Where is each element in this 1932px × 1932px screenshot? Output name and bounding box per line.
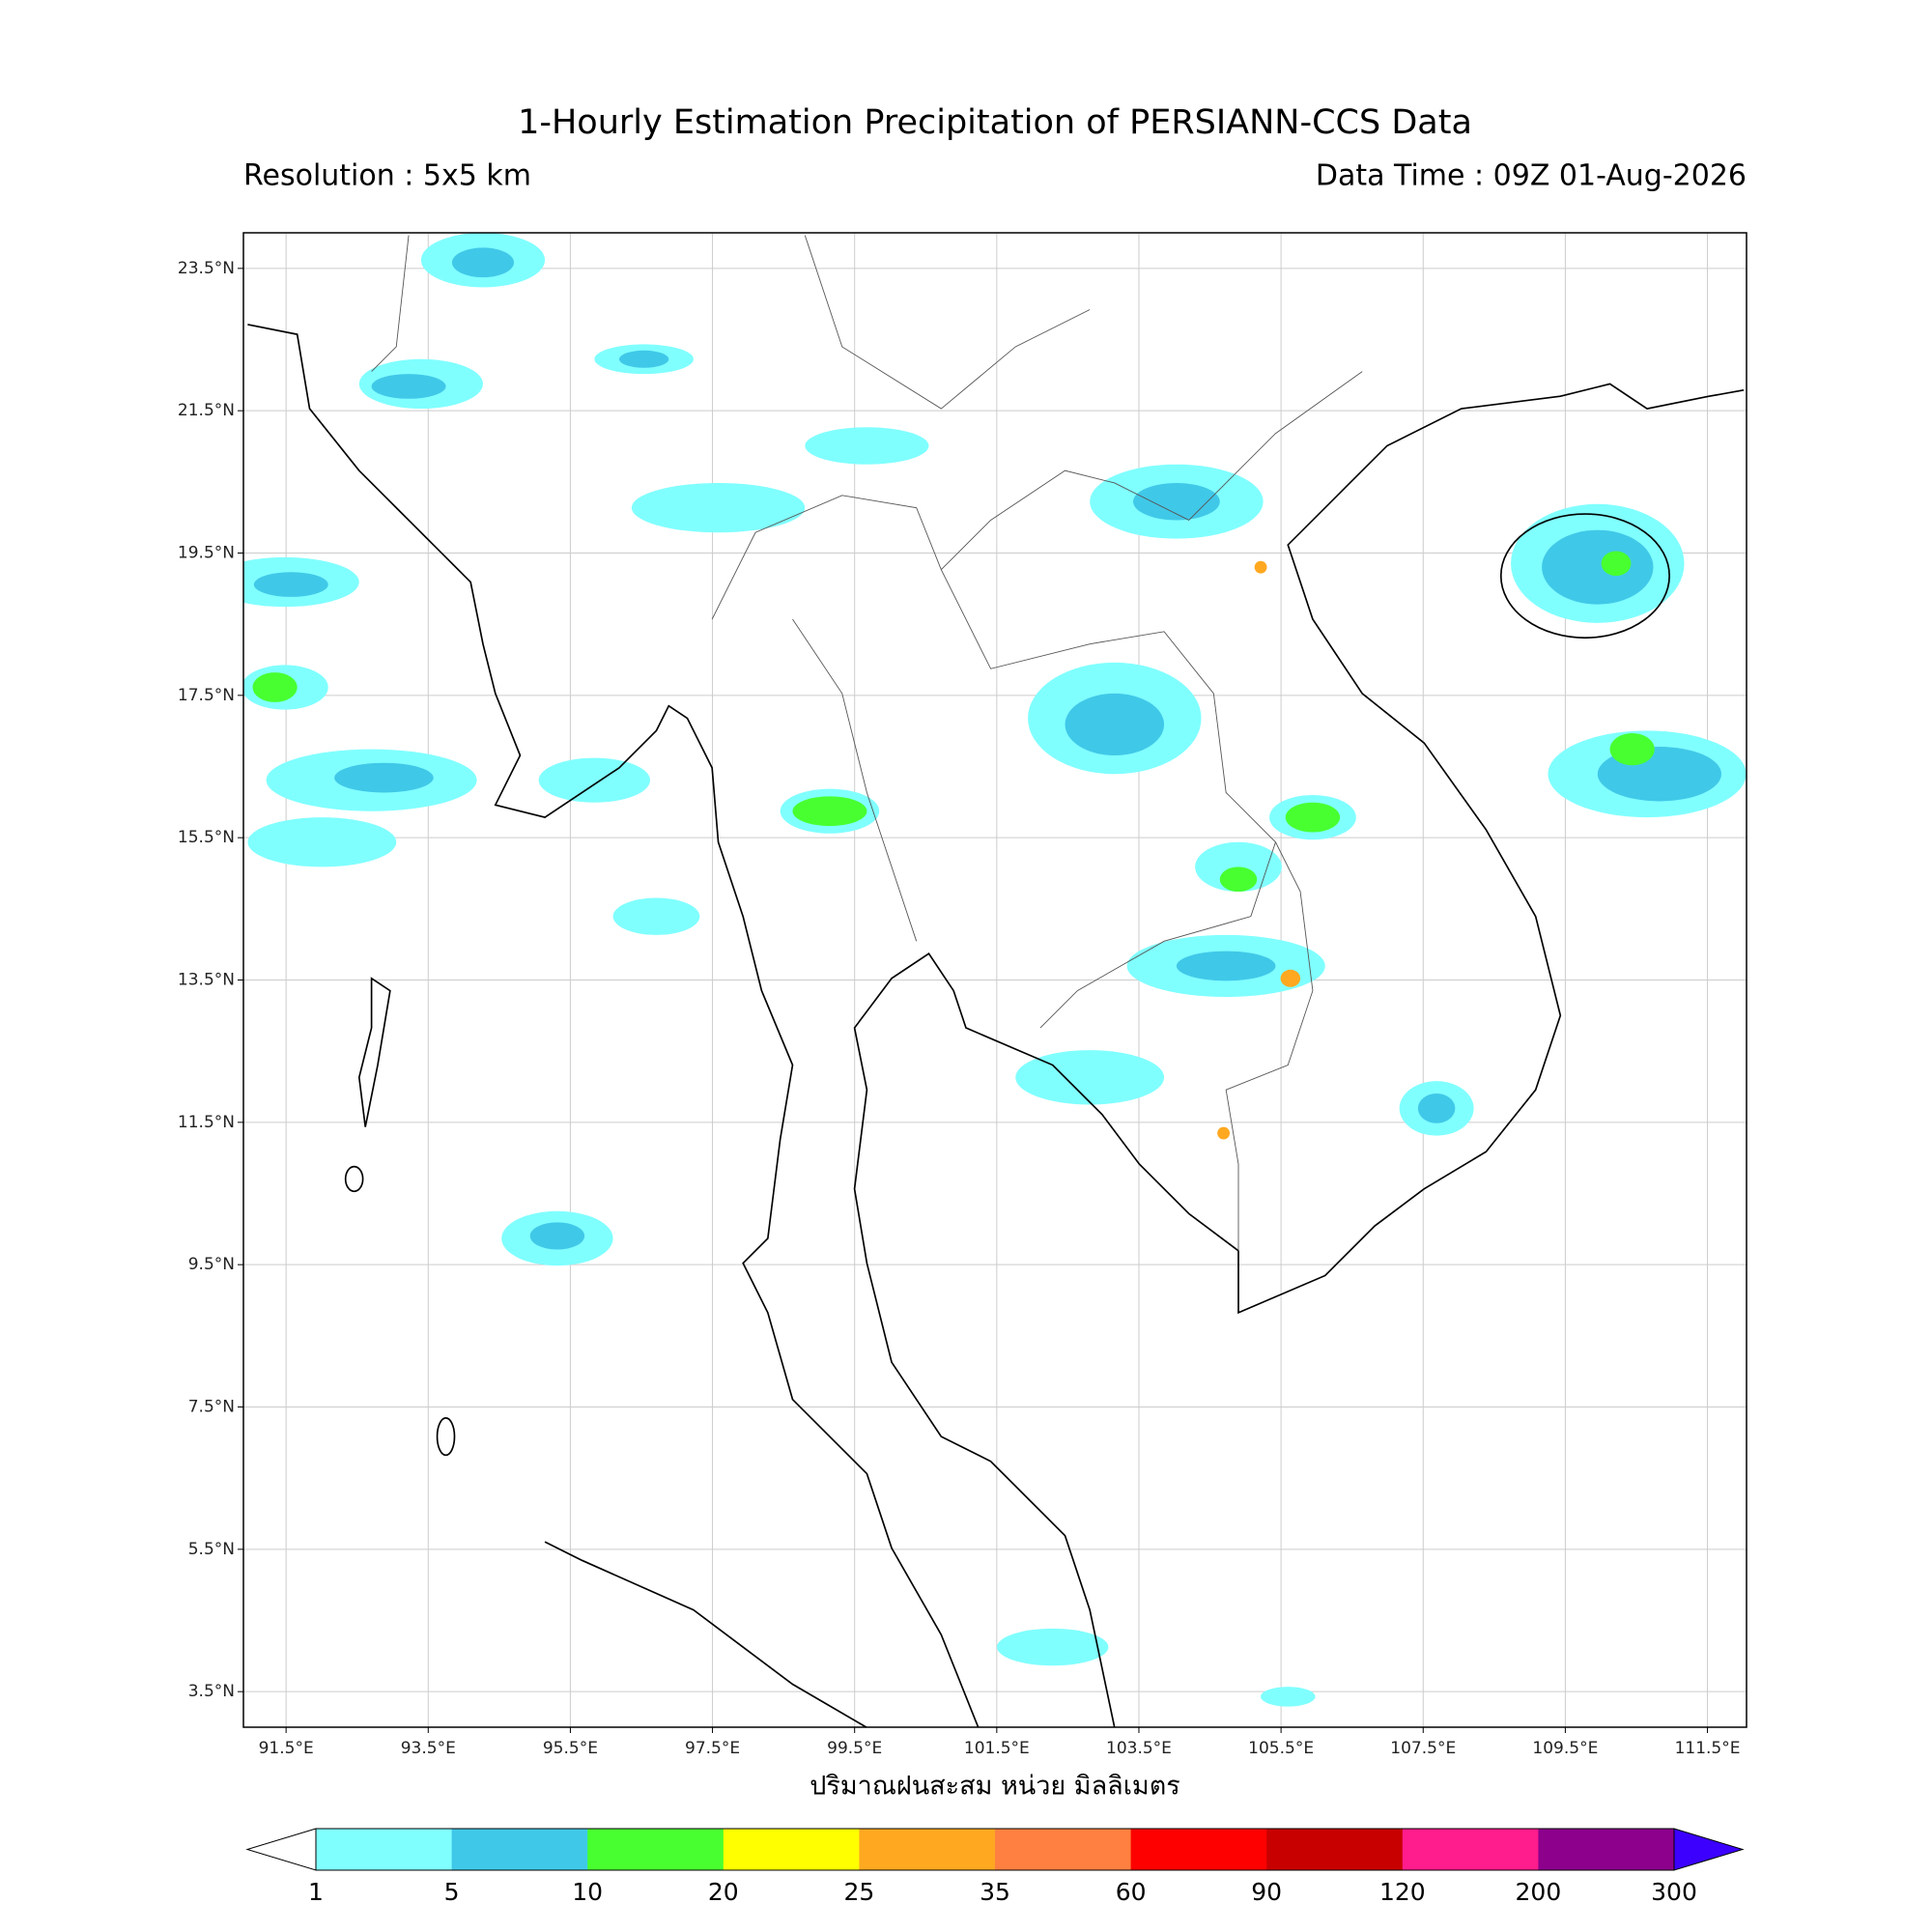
colorbar-label: 120	[1379, 1878, 1426, 1906]
x-tick-label: 103.5°E	[1106, 1739, 1172, 1758]
x-tick-label: 105.5°E	[1248, 1739, 1314, 1758]
x-tick-label: 99.5°E	[827, 1739, 882, 1758]
colorbar-over	[1673, 1828, 1745, 1871]
x-tick-label: 107.5°E	[1390, 1739, 1456, 1758]
x-tick-label: 95.5°E	[543, 1739, 598, 1758]
colorbar-label: 5	[444, 1878, 460, 1906]
colorbar-segment	[1538, 1829, 1675, 1870]
y-tick-label: 11.5°N	[178, 1113, 235, 1132]
y-tick-label: 15.5°N	[178, 828, 235, 847]
colorbar-label: 1	[308, 1878, 324, 1906]
colorbar-label: 25	[843, 1878, 874, 1906]
colorbar-segment	[859, 1829, 996, 1870]
colorbar-segment	[995, 1829, 1132, 1870]
x-tick-label: 101.5°E	[964, 1739, 1030, 1758]
y-tick-label: 9.5°N	[188, 1255, 235, 1274]
y-tick-label: 21.5°N	[178, 401, 235, 420]
y-tick-label: 23.5°N	[178, 259, 235, 278]
coastlines	[247, 324, 1745, 1727]
y-tick-label: 7.5°N	[188, 1398, 235, 1417]
borders	[371, 235, 1363, 1251]
resolution: Resolution : 5x5 km	[243, 159, 531, 193]
colorbar-label: 90	[1251, 1878, 1282, 1906]
colorbar-segment	[1266, 1829, 1404, 1870]
colorbar-frame	[315, 1828, 1675, 1871]
x-label: ปริมาณฝนสะสม หน่วย มิลลิเมตร	[810, 1772, 1180, 1802]
data-time: Data Time : 09Z 01-Aug-2026	[1316, 159, 1747, 193]
colorbar-segment	[723, 1829, 860, 1870]
colorbar-label: 200	[1516, 1878, 1562, 1906]
x-tick-label: 111.5°E	[1675, 1739, 1741, 1758]
colorbar-under	[245, 1828, 317, 1871]
colorbar-label: 60	[1116, 1878, 1147, 1906]
colorbar-segment	[587, 1829, 724, 1870]
y-tick-label: 3.5°N	[188, 1682, 235, 1701]
x-tick-label: 97.5°E	[685, 1739, 740, 1758]
y-tick-label: 13.5°N	[178, 971, 235, 990]
colorbar-segment	[1130, 1829, 1267, 1870]
x-tick-label: 93.5°E	[401, 1739, 456, 1758]
colorbar-label: 35	[980, 1878, 1010, 1906]
precipitation	[243, 233, 1747, 1707]
colorbar-label: 10	[572, 1878, 603, 1906]
colorbar-segment	[316, 1829, 453, 1870]
colorbar-segment	[1402, 1829, 1539, 1870]
y-tick-label: 17.5°N	[178, 686, 235, 705]
colorbar-label: 20	[708, 1878, 739, 1906]
map-area	[243, 233, 1747, 1727]
colorbar-label: 300	[1651, 1878, 1697, 1906]
x-tick-label: 91.5°E	[259, 1739, 314, 1758]
y-tick-label: 5.5°N	[188, 1540, 235, 1559]
y-tick-label: 19.5°N	[178, 544, 235, 563]
x-tick-label: 109.5°E	[1532, 1739, 1598, 1758]
colorbar-segment	[451, 1829, 588, 1870]
title: 1-Hourly Estimation Precipitation of PER…	[518, 103, 1472, 142]
